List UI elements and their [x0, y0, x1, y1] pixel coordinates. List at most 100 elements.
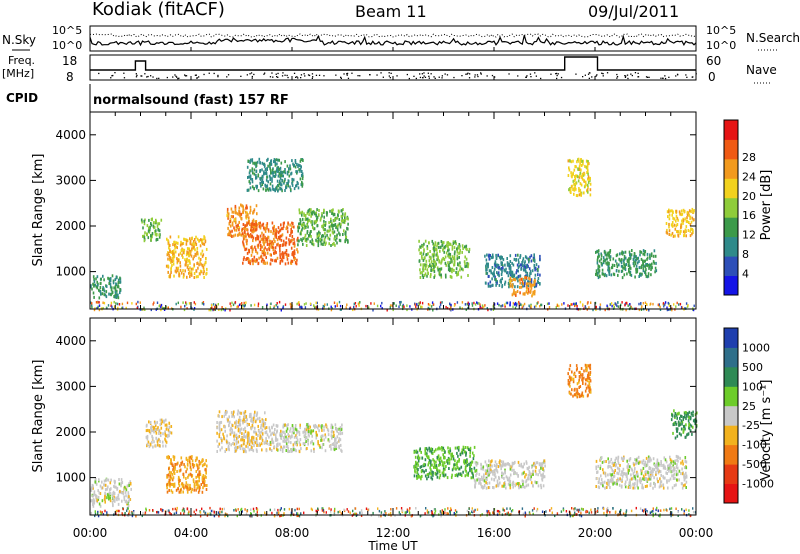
- heatmap-cell: [530, 481, 533, 485]
- heatmap-cell: [570, 160, 573, 164]
- scatter-cell: [253, 303, 256, 307]
- heatmap-cell: [496, 280, 498, 284]
- heatmap-cell: [579, 171, 582, 175]
- heatmap-cell: [158, 229, 161, 233]
- heatmap-cell: [417, 456, 420, 460]
- heatmap-cell: [258, 224, 261, 228]
- scatter-cell: [376, 304, 379, 308]
- heatmap-cell: [298, 168, 300, 172]
- heatmap-cell: [296, 431, 298, 435]
- heatmap-cell: [460, 474, 463, 477]
- heatmap-cell: [338, 222, 341, 226]
- heatmap-cell: [280, 187, 283, 191]
- scatter-cell: [441, 509, 443, 512]
- heatmap-cell: [265, 188, 267, 192]
- heatmap-cell: [624, 256, 627, 260]
- heatmap-cell: [153, 225, 156, 229]
- heatmap-cell: [468, 462, 470, 466]
- scatter-cell: [194, 513, 197, 516]
- heatmap-cell: [418, 259, 421, 263]
- heatmap-cell: [332, 430, 335, 434]
- heatmap-cell: [276, 179, 279, 183]
- heatmap-cell: [266, 442, 268, 446]
- heatmap-cell: [192, 240, 195, 243]
- heatmap-cell: [446, 476, 449, 480]
- heatmap-cell: [623, 263, 626, 267]
- heatmap-cell: [304, 427, 306, 431]
- heatmap-cell: [192, 257, 194, 261]
- scatter-cell: [243, 304, 246, 308]
- heatmap-cell: [427, 455, 429, 459]
- scatter-cell: [174, 507, 176, 511]
- heatmap-cell: [229, 230, 232, 234]
- heatmap-cell: [243, 418, 245, 421]
- heatmap-cell: [301, 172, 304, 176]
- heatmap-cell: [325, 241, 327, 245]
- heatmap-cell: [256, 251, 259, 255]
- heatmap-cell: [492, 272, 494, 276]
- heatmap-cell: [238, 423, 241, 427]
- heatmap-cell: [522, 480, 525, 484]
- heatmap-cell: [444, 467, 446, 471]
- heatmap-cell: [240, 203, 242, 207]
- scatter-cell: [221, 306, 223, 309]
- scatter-cell: [574, 302, 577, 306]
- scatter-cell: [193, 308, 195, 311]
- heatmap-cell: [436, 456, 439, 459]
- heatmap-cell: [515, 482, 518, 486]
- heatmap-cell: [148, 445, 151, 449]
- heatmap-cell: [515, 291, 517, 295]
- scatter-cell: [476, 508, 479, 511]
- heatmap-cell: [618, 269, 620, 273]
- scatter-cell: [290, 511, 293, 515]
- heatmap-cell: [111, 290, 114, 294]
- heatmap-cell: [177, 235, 180, 239]
- heatmap-cell: [319, 231, 321, 235]
- scatter-cell: [424, 512, 426, 515]
- scatter-cell: [560, 510, 563, 513]
- heatmap-cell: [254, 441, 257, 445]
- scatter-cell: [582, 508, 584, 511]
- heatmap-cell: [431, 253, 434, 257]
- scatter-cell: [188, 302, 191, 305]
- heatmap-cell: [303, 236, 306, 240]
- heatmap-cell: [509, 266, 512, 270]
- heatmap-cell: [187, 475, 189, 479]
- scatter-cell: [652, 513, 654, 516]
- heatmap-cell: [279, 246, 281, 250]
- heatmap-cell: [668, 229, 671, 233]
- heatmap-cell: [253, 225, 256, 229]
- heatmap-cell: [290, 261, 292, 265]
- heatmap-cell: [328, 221, 330, 225]
- heatmap-cell: [415, 462, 418, 466]
- heatmap-cell: [282, 445, 285, 449]
- heatmap-cell: [279, 187, 281, 191]
- heatmap-cell: [94, 480, 97, 484]
- heatmap-cell: [169, 235, 172, 239]
- heatmap-cell: [645, 263, 647, 267]
- heatmap-cell: [311, 220, 313, 224]
- heatmap-cell: [154, 421, 157, 425]
- heatmap-cell: [185, 456, 188, 460]
- heatmap-cell: [124, 500, 127, 504]
- scatter-cell: [351, 514, 354, 517]
- scatter-cell: [106, 307, 108, 310]
- heatmap-cell: [623, 255, 626, 258]
- heatmap-cell: [509, 273, 512, 277]
- heatmap-cell: [689, 229, 692, 233]
- scatter-cell: [530, 304, 532, 308]
- heatmap-cell: [196, 262, 198, 265]
- heatmap-cell: [193, 484, 196, 488]
- heatmap-cell: [430, 257, 432, 261]
- scatter-cell: [242, 304, 244, 307]
- heatmap-cell: [255, 204, 258, 208]
- heatmap-cell: [103, 483, 105, 487]
- heatmap-cell: [434, 262, 437, 266]
- scatter-cell: [449, 510, 451, 514]
- heatmap-cell: [108, 292, 110, 296]
- heatmap-cell: [93, 280, 96, 284]
- heatmap-cell: [154, 232, 157, 236]
- scatter-cell: [101, 511, 103, 514]
- heatmap-cell: [190, 473, 193, 477]
- heatmap-cell: [495, 465, 498, 468]
